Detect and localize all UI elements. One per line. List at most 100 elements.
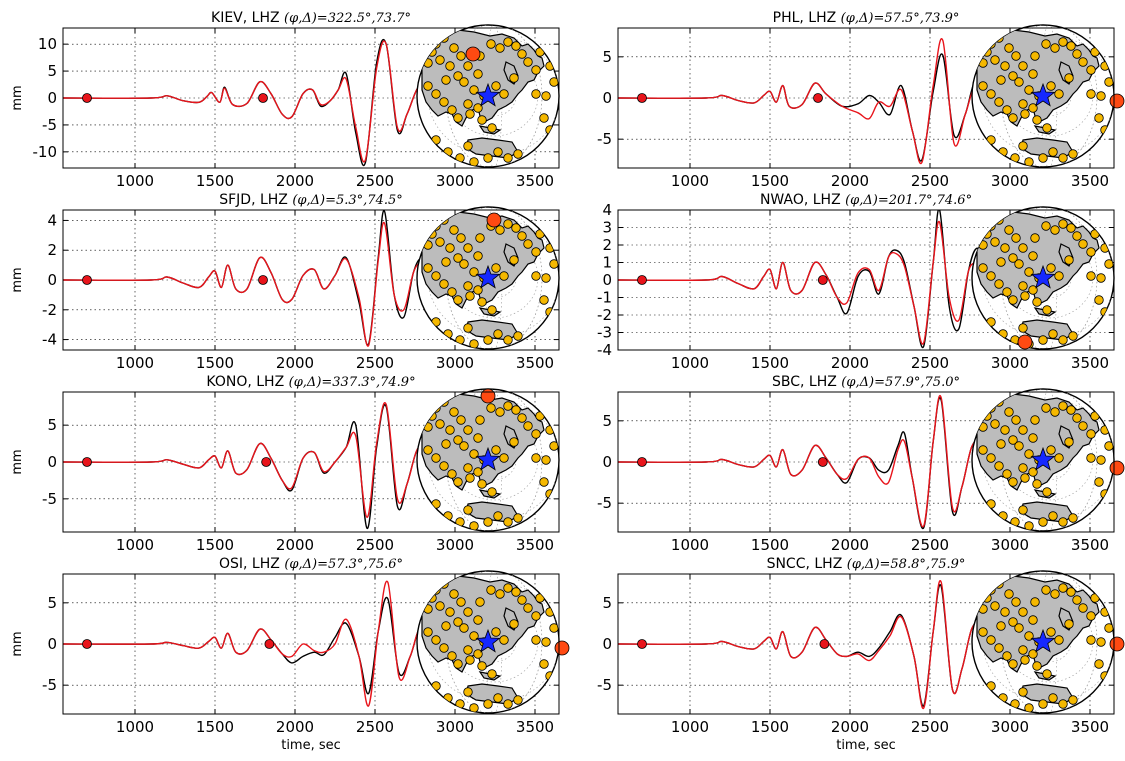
station-dot [1041, 39, 1051, 49]
station-dot [445, 425, 455, 435]
station-dot [435, 601, 445, 611]
epicenter-star-icon [475, 264, 501, 289]
window-marker [82, 275, 92, 285]
station-dot [453, 659, 463, 669]
station-dot [1030, 233, 1040, 243]
station-dot [1096, 455, 1106, 465]
panel-title-angles: (φ,Δ)=322.5°,73.7° [284, 11, 411, 26]
station-dot [1014, 441, 1024, 451]
y-tick-label: 0 [602, 635, 612, 653]
station-dot [483, 699, 493, 709]
x-tick-label: 3500 [1071, 718, 1109, 736]
station-dot [1018, 61, 1028, 71]
window-marker [813, 93, 823, 103]
station-dot [475, 597, 485, 607]
station-dot [1078, 57, 1088, 67]
station-dot [439, 97, 449, 107]
panel-title-angles: (φ,Δ)=201.7°,74.6° [845, 193, 972, 208]
station-dot [531, 271, 541, 281]
station-dot [1011, 597, 1021, 607]
station-dot [1058, 335, 1068, 345]
station-dot [1028, 103, 1038, 113]
station-dot [477, 479, 487, 489]
window-marker [637, 275, 647, 285]
station-dot [1020, 109, 1030, 119]
station-dot [1028, 251, 1038, 261]
station-dot [1011, 233, 1021, 243]
station-dot [509, 255, 519, 265]
station-dot [487, 305, 497, 315]
y-tick-label: 0 [602, 89, 612, 107]
station-dot [445, 61, 455, 71]
station-dot [465, 291, 475, 301]
station-dot [1058, 517, 1068, 527]
x-tick-label: 1500 [196, 172, 234, 190]
station-dot [1028, 467, 1038, 477]
x-tick-label: 3000 [991, 718, 1029, 736]
station-dot [541, 91, 551, 101]
station-dot [990, 601, 1000, 611]
panel-title-angles: (φ,Δ)=5.3°,74.5° [292, 193, 402, 208]
station-dot [449, 43, 459, 53]
station-dot [423, 81, 433, 91]
y-tick-label: 0 [47, 453, 57, 471]
panel-title: KIEV, LHZ (φ,Δ)=322.5°,73.7° [211, 10, 411, 26]
station-dot [463, 645, 473, 655]
station-dot [523, 603, 533, 613]
x-tick-label: 1500 [751, 718, 789, 736]
station-dot [475, 415, 485, 425]
station-dot [541, 273, 551, 283]
station-dot [517, 49, 527, 59]
station-dot [477, 297, 487, 307]
y-tick-label: -4 [42, 331, 57, 349]
station-dot [499, 89, 509, 99]
station-dot [1018, 607, 1028, 617]
station-dot [1066, 41, 1076, 51]
station-dot [1041, 403, 1051, 413]
station-dot [1018, 99, 1028, 109]
station-dot [1008, 435, 1018, 445]
station-map [971, 388, 1125, 532]
station-dot [1011, 415, 1021, 425]
station-dot [463, 463, 473, 473]
station-dot [517, 595, 527, 605]
x-tick-label: 2500 [356, 172, 394, 190]
traces [63, 580, 432, 707]
station-dot [503, 401, 513, 411]
station-dot [1058, 219, 1068, 229]
station-dot [1064, 437, 1074, 447]
epicenter-star-icon [475, 628, 501, 653]
station-dot [1042, 669, 1052, 679]
landmass [465, 319, 519, 341]
panel-title-angles: (φ,Δ)=58.8°,75.9° [847, 557, 966, 572]
panel-title-station: SNCC, LHZ [767, 556, 847, 572]
y-tick-label: 4 [602, 201, 612, 219]
y-axis-label: mm [10, 631, 25, 656]
station-dot [990, 419, 1000, 429]
station-dot [456, 233, 466, 243]
station-dot [1068, 513, 1078, 523]
y-tick-label: 4 [47, 211, 57, 229]
station-dot [503, 699, 513, 709]
station-dot [1078, 421, 1088, 431]
station-dot [1042, 487, 1052, 497]
station-dot [539, 295, 549, 305]
y-tick-label: -5 [42, 676, 57, 694]
epicenter-star-icon [1030, 82, 1056, 107]
station-dot [994, 97, 1004, 107]
station-dot [453, 113, 463, 123]
x-tick-label: 1500 [751, 354, 789, 372]
y-tick-label: 5 [47, 62, 57, 80]
station-dot [531, 247, 541, 257]
x-tick-label: 2000 [831, 718, 869, 736]
synthetic-trace [618, 579, 987, 709]
x-tick-label: 2500 [356, 354, 394, 372]
station-dot [493, 329, 503, 339]
station-dot [539, 113, 549, 123]
station-dot [1004, 407, 1014, 417]
station-dot [435, 419, 445, 429]
station-dot [523, 57, 533, 67]
station-dot [1086, 635, 1096, 645]
x-tick-label: 2000 [276, 536, 314, 554]
station-dot [439, 461, 449, 471]
